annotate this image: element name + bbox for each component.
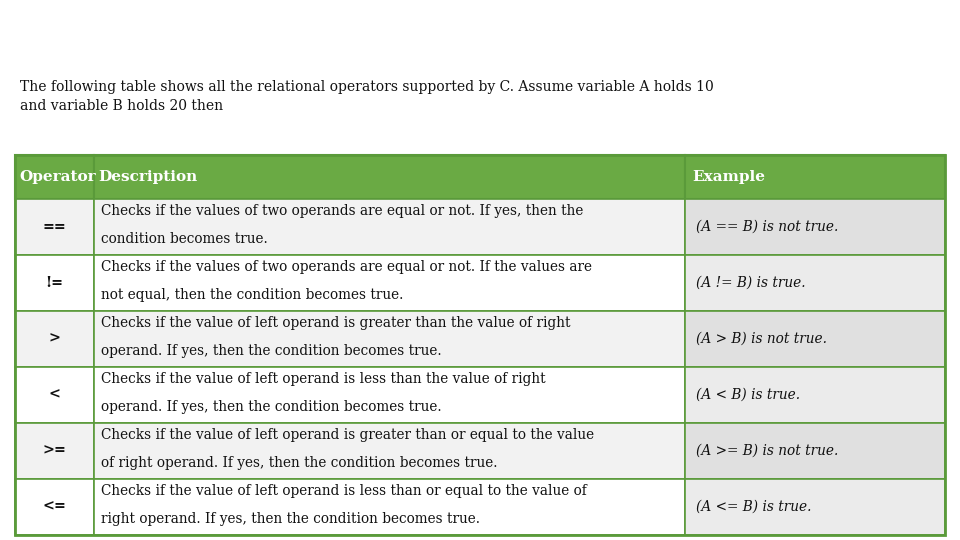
Bar (15, 255, 94, 311)
Bar (94, 367, 684, 423)
Bar (15, 479, 94, 535)
Text: (A == B) is not true.: (A == B) is not true. (696, 220, 838, 234)
Bar (684, 311, 945, 367)
Text: Checks if the value of left operand is less than the value of right: Checks if the value of left operand is l… (102, 372, 546, 386)
Bar (94, 255, 684, 311)
Text: Checks if the value of left operand is greater than the value of right: Checks if the value of left operand is g… (102, 316, 571, 330)
Text: <=: <= (42, 500, 66, 514)
Text: (A > B) is not true.: (A > B) is not true. (696, 332, 827, 346)
Text: Checks if the values of two operands are equal or not. If yes, then the: Checks if the values of two operands are… (102, 204, 584, 218)
Text: Checks if the values of two operands are equal or not. If the values are: Checks if the values of two operands are… (102, 260, 592, 274)
Text: not equal, then the condition becomes true.: not equal, then the condition becomes tr… (102, 288, 404, 302)
Text: Description: Description (99, 170, 198, 184)
Text: (A >= B) is not true.: (A >= B) is not true. (696, 444, 838, 458)
Bar (15, 311, 94, 367)
Text: operand. If yes, then the condition becomes true.: operand. If yes, then the condition beco… (102, 344, 443, 358)
Text: Checks if the value of left operand is greater than or equal to the value: Checks if the value of left operand is g… (102, 428, 594, 442)
Bar (15, 367, 94, 423)
Text: condition becomes true.: condition becomes true. (102, 232, 268, 246)
Text: !=: != (45, 276, 63, 290)
Bar (15, 199, 94, 255)
Bar (684, 155, 945, 199)
Text: (A <= B) is true.: (A <= B) is true. (696, 500, 811, 514)
Text: Checks if the value of left operand is less than or equal to the value of: Checks if the value of left operand is l… (102, 484, 588, 498)
Bar (684, 423, 945, 479)
Text: >: > (49, 332, 60, 346)
Text: right operand. If yes, then the condition becomes true.: right operand. If yes, then the conditio… (102, 512, 481, 526)
Bar (15, 423, 94, 479)
Bar (94, 423, 684, 479)
Text: operand. If yes, then the condition becomes true.: operand. If yes, then the condition beco… (102, 400, 443, 414)
Text: Relational Operators: Relational Operators (317, 29, 643, 57)
Text: (A < B) is true.: (A < B) is true. (696, 388, 800, 402)
Text: The following table shows all the relational operators supported by C. Assume va: The following table shows all the relati… (20, 80, 713, 113)
Bar (94, 155, 684, 199)
Text: >=: >= (42, 444, 66, 458)
Text: of right operand. If yes, then the condition becomes true.: of right operand. If yes, then the condi… (102, 456, 498, 470)
Bar (684, 479, 945, 535)
Bar (684, 367, 945, 423)
Bar (684, 255, 945, 311)
Bar (94, 311, 684, 367)
Text: Operator: Operator (19, 170, 96, 184)
Bar (94, 479, 684, 535)
Text: <: < (49, 388, 60, 402)
Bar (684, 199, 945, 255)
Bar (15, 155, 94, 199)
Text: Example: Example (692, 170, 765, 184)
Text: (A != B) is true.: (A != B) is true. (696, 276, 805, 290)
Bar (94, 199, 684, 255)
Text: ==: == (42, 220, 66, 234)
